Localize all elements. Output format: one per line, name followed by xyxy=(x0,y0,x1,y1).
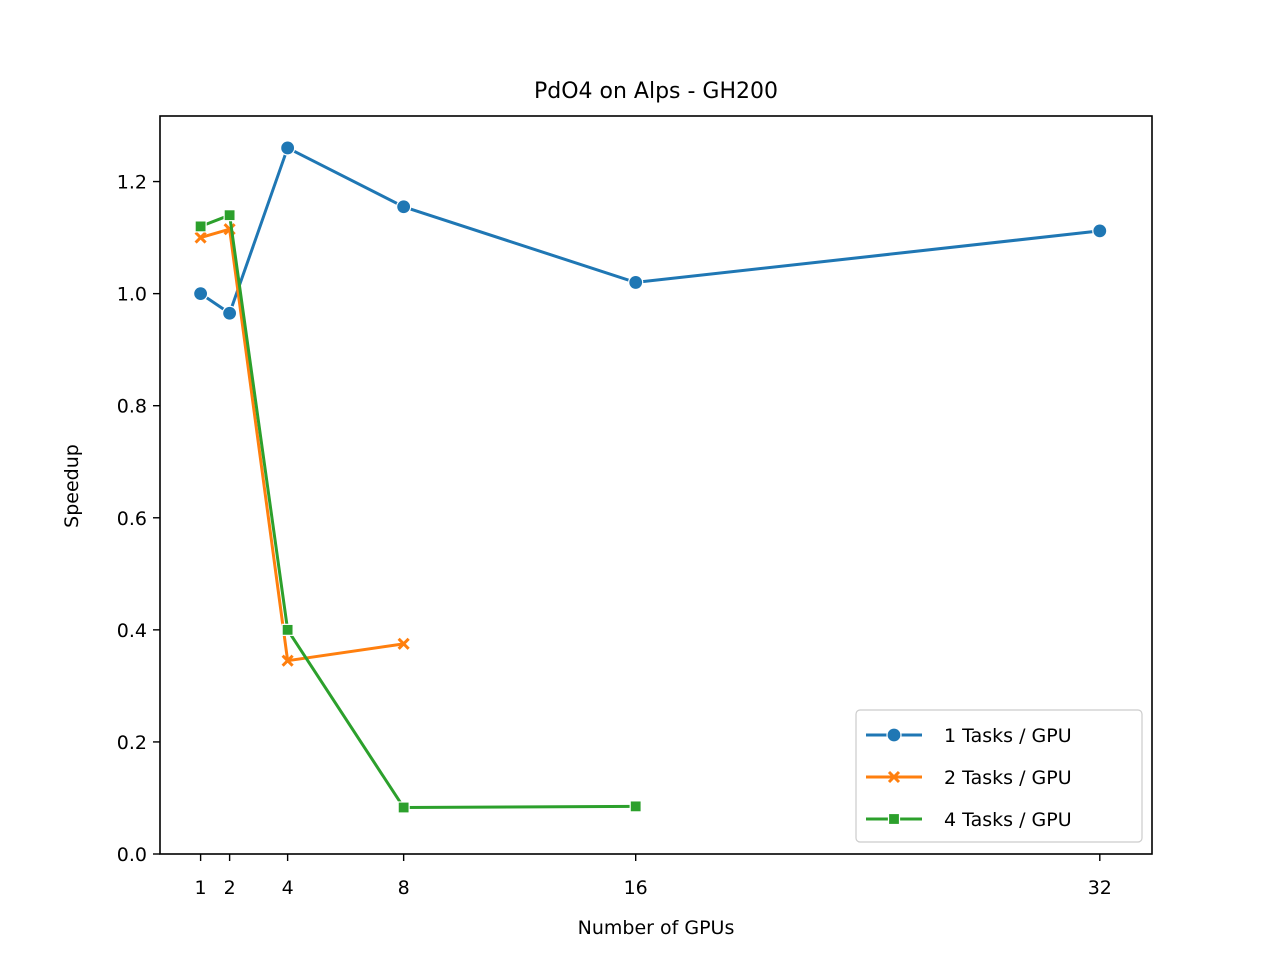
data-point xyxy=(193,286,209,302)
x-tick-label: 2 xyxy=(224,877,236,899)
legend-marker xyxy=(887,770,901,784)
legend-item: 2 Tasks / GPU xyxy=(866,767,1072,789)
x-tick-label: 32 xyxy=(1088,877,1112,899)
series-line xyxy=(200,227,404,663)
data-point xyxy=(194,231,207,244)
y-tick-label: 0.2 xyxy=(117,732,147,754)
legend-box xyxy=(855,709,1143,843)
legend-item: 4 Tasks / GPU xyxy=(866,809,1072,831)
y-tick-label: 0.0 xyxy=(117,844,147,866)
chart-title: PdO4 on Alps - GH200 xyxy=(534,79,778,104)
legend-marker xyxy=(887,812,901,826)
y-tick-label: 0.4 xyxy=(117,620,147,642)
data-point xyxy=(223,209,236,222)
data-point xyxy=(194,220,207,233)
data-point xyxy=(280,140,296,156)
y-tick-label: 0.6 xyxy=(117,508,147,530)
x-tick-label: 1 xyxy=(195,877,207,899)
legend: 1 Tasks / GPU 2 Tasks / GPU 4 Tasks / GPU xyxy=(855,709,1143,843)
data-point xyxy=(397,801,410,814)
plot-area-frame xyxy=(159,115,1153,855)
x-axis-label: Number of GPUs xyxy=(578,917,735,939)
y-tick-label: 1.2 xyxy=(117,172,147,194)
x-tick-label: 16 xyxy=(624,877,648,899)
legend-label: 2 Tasks / GPU xyxy=(944,767,1072,789)
axis-ticks: 1 2 4 8 16 32 0.0 0.2 0.4 0.6 0.8 1.0 1.2 xyxy=(117,172,1112,899)
legend-label: 4 Tasks / GPU xyxy=(944,809,1072,831)
data-point xyxy=(222,305,238,321)
y-axis-label: Speedup xyxy=(61,444,83,528)
y-tick-label: 0.8 xyxy=(117,396,147,418)
data-point xyxy=(396,199,412,215)
x-tick-label: 8 xyxy=(398,877,410,899)
series-1 xyxy=(193,140,1108,321)
y-tick-label: 1.0 xyxy=(117,284,147,306)
legend-label: 1 Tasks / GPU xyxy=(944,725,1072,747)
legend-item: 1 Tasks / GPU xyxy=(866,725,1072,747)
data-point xyxy=(1092,223,1108,239)
data-point xyxy=(629,800,642,813)
series-layer xyxy=(193,140,1108,814)
series-3 xyxy=(194,209,642,814)
data-point xyxy=(397,637,410,650)
data-point xyxy=(281,623,294,636)
legend-marker xyxy=(886,727,902,743)
data-point xyxy=(281,654,294,667)
x-tick-label: 4 xyxy=(282,877,294,899)
data-point xyxy=(628,274,644,291)
